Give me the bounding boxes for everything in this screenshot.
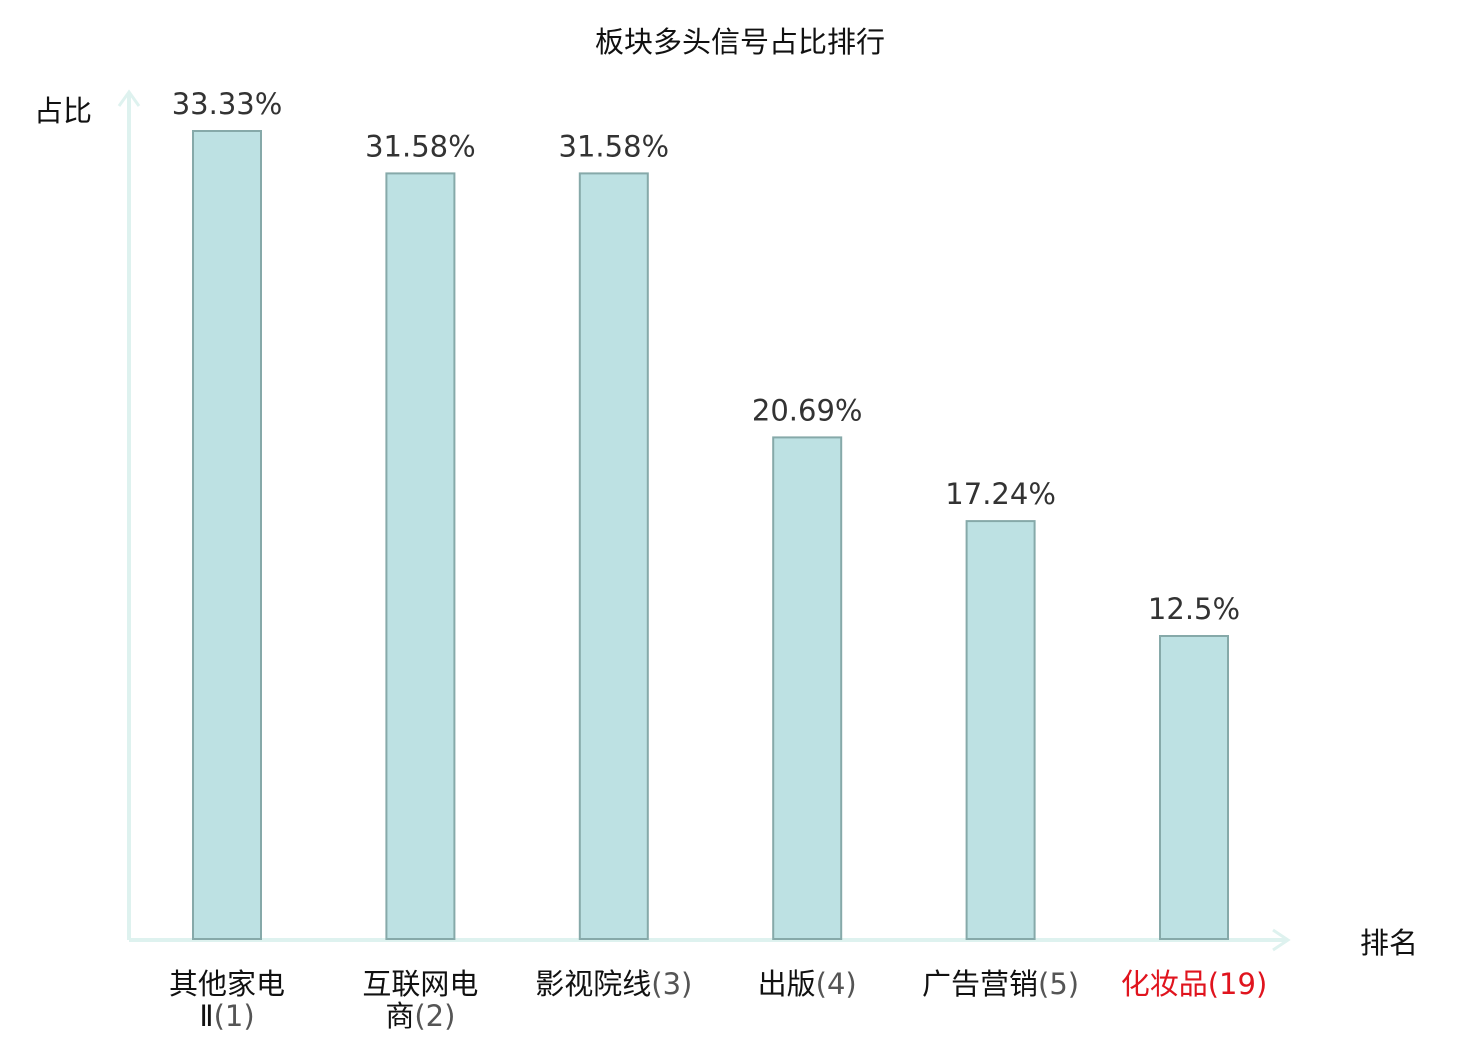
category-rank: (19) xyxy=(1208,967,1268,1001)
value-label: 12.5% xyxy=(1148,592,1240,626)
value-label: 33.33% xyxy=(172,87,283,121)
category-label: 其他家电 xyxy=(169,967,285,1001)
category-rank: (4) xyxy=(816,967,857,1001)
bars-group xyxy=(192,130,1229,940)
category-label: Ⅱ(1) xyxy=(199,999,254,1033)
bar xyxy=(192,130,262,940)
category-label: 化妆品(19) xyxy=(1121,967,1268,1001)
bar xyxy=(1159,635,1229,940)
bar xyxy=(965,520,1036,940)
value-label: 17.24% xyxy=(945,477,1056,511)
y-axis-label: 占比 xyxy=(34,94,92,128)
category-rank: (2) xyxy=(414,999,455,1033)
x-axis-arrow xyxy=(1272,928,1291,952)
value-label: 31.58% xyxy=(365,129,476,163)
category-label: 出版(4) xyxy=(758,967,857,1001)
category-label: 商(2) xyxy=(385,999,455,1033)
y-axis-arrow xyxy=(117,89,141,107)
x-axis-label: 排名 xyxy=(1360,926,1418,960)
chart-title: 板块多头信号占比排行 xyxy=(595,25,885,59)
bar xyxy=(578,172,649,940)
category-label: 广告营销(5) xyxy=(922,967,1079,1001)
category-rank: (3) xyxy=(651,967,692,1001)
category-label: 互联网电 xyxy=(362,967,478,1001)
value-labels-group: 33.33% 31.58% 31.58% 20.69% 17.24% 12.5% xyxy=(172,87,1240,626)
category-rank: (5) xyxy=(1038,967,1079,1001)
bar xyxy=(772,436,843,940)
category-label: 影视院线(3) xyxy=(535,967,692,1001)
bar xyxy=(385,172,456,940)
value-label: 20.69% xyxy=(752,393,863,427)
value-label: 31.58% xyxy=(559,129,670,163)
category-rank: (1) xyxy=(214,999,255,1033)
